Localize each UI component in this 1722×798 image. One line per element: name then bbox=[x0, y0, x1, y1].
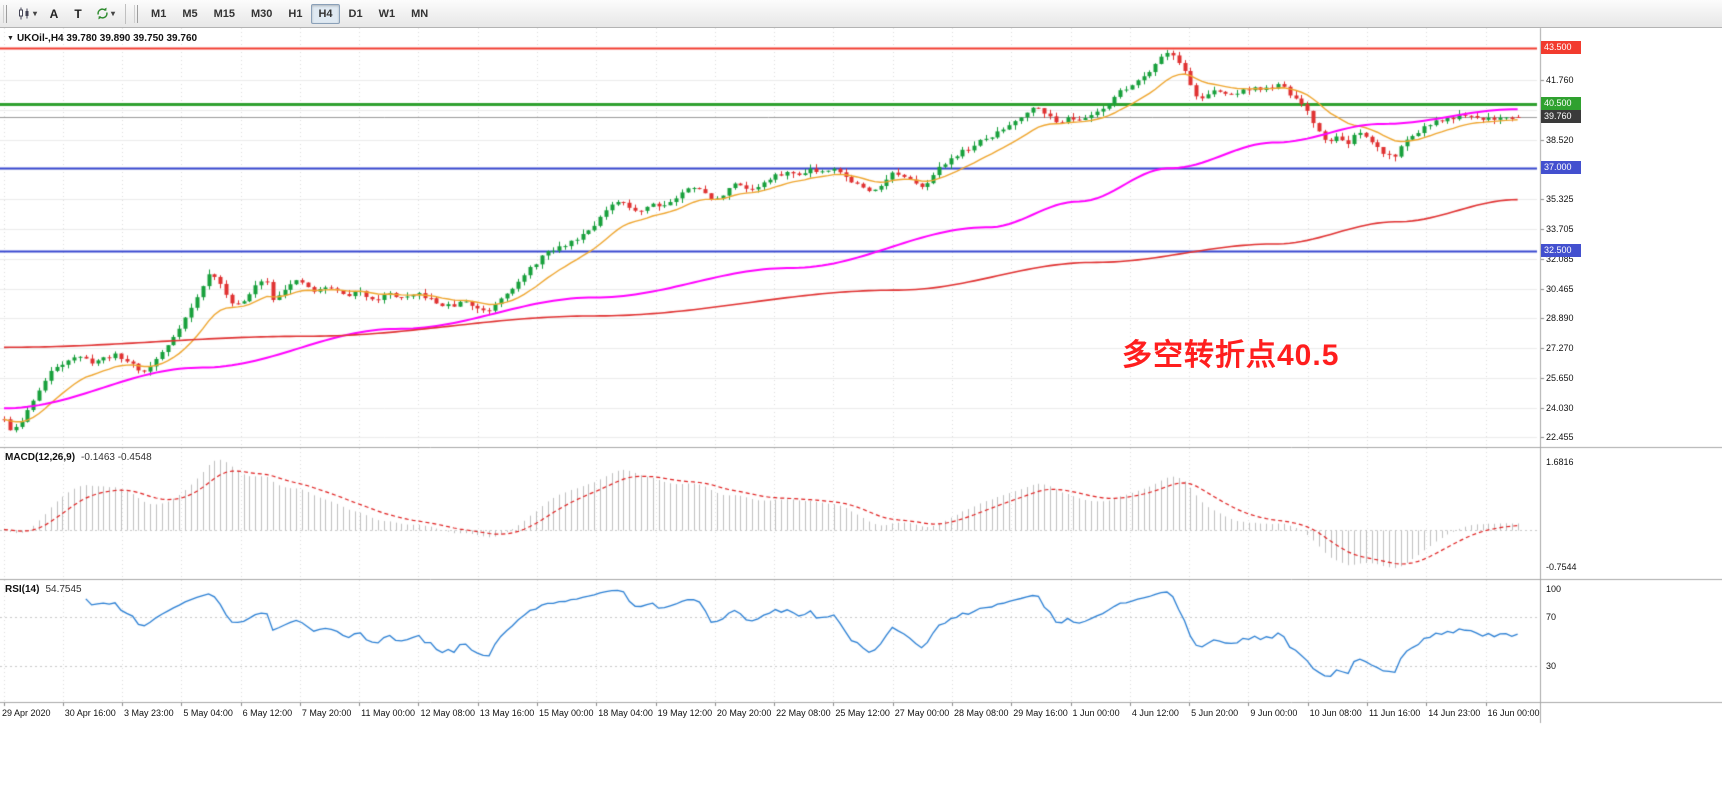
time-tick-label: 11 May 00:00 bbox=[361, 708, 416, 718]
time-tick-label: 7 May 20:00 bbox=[301, 708, 352, 718]
timeframe-button-d1[interactable]: D1 bbox=[348, 7, 363, 20]
toolbar-button-label: A bbox=[49, 6, 59, 21]
price-level-badge-39.760: 39.760 bbox=[1541, 110, 1581, 124]
price-axis[interactable] bbox=[1541, 28, 1601, 703]
ohlc-values: 39.780 39.890 39.750 39.760 bbox=[66, 33, 198, 44]
price-tick-label: 25.650 bbox=[1546, 372, 1574, 383]
time-tick-label: 22 May 08:00 bbox=[776, 708, 831, 718]
macd-indicator-label: MACD(12,26,9) -0.1463 -0.4548 bbox=[5, 452, 152, 463]
price-tick-label: 41.760 bbox=[1546, 75, 1574, 86]
panel-splitter-macd[interactable] bbox=[0, 446, 1722, 450]
rsi-value: 54.7545 bbox=[45, 584, 82, 595]
timeframe-button-m5[interactable]: M5 bbox=[182, 7, 198, 20]
time-tick-label: 27 May 00:00 bbox=[894, 708, 950, 718]
text-tool-button[interactable]: T bbox=[67, 3, 89, 25]
price-level-badge-40.500: 40.500 bbox=[1541, 96, 1581, 110]
price-level-badge-37.000: 37.000 bbox=[1541, 161, 1581, 175]
price-tick-label: 27.270 bbox=[1546, 342, 1574, 353]
time-tick-label: 4 Jun 12:00 bbox=[1131, 708, 1179, 718]
price-tick-label: 33.705 bbox=[1546, 224, 1574, 235]
time-tick-label: 14 Jun 23:00 bbox=[1428, 708, 1481, 718]
time-tick-label: 9 Jun 00:00 bbox=[1250, 708, 1298, 718]
template-button[interactable]: ▾ bbox=[91, 3, 119, 25]
time-tick-label: 5 Jun 20:00 bbox=[1191, 708, 1239, 718]
price-tick-label: 35.325 bbox=[1546, 194, 1574, 205]
rsi-scale-label: 100 bbox=[1546, 584, 1562, 594]
time-tick-label: 12 May 08:00 bbox=[420, 708, 475, 718]
toolbar-grip[interactable] bbox=[3, 4, 7, 23]
time-tick-label: 10 Jun 08:00 bbox=[1309, 708, 1362, 718]
time-tick-label: 30 Apr 16:00 bbox=[64, 708, 116, 718]
time-tick-label: 19 May 12:00 bbox=[657, 708, 713, 718]
rsi-scale-label: 70 bbox=[1546, 612, 1557, 623]
price-level-badge-32.500: 32.500 bbox=[1541, 244, 1581, 258]
toolbar-button-group: ▾ A T ▾ bbox=[12, 3, 120, 25]
chevron-down-icon: ▾ bbox=[33, 9, 38, 18]
time-tick-label: 6 May 12:00 bbox=[242, 708, 293, 718]
object-marker-icon: ▼ bbox=[7, 35, 14, 42]
timeframe-button-w1[interactable]: W1 bbox=[378, 7, 396, 20]
symbol-name: UKOil-,H4 bbox=[16, 33, 64, 44]
macd-scale-min: -0.7544 bbox=[1546, 562, 1577, 572]
time-tick-label: 3 May 23:00 bbox=[124, 708, 174, 718]
time-tick-label: 1 Jun 00:00 bbox=[1072, 708, 1120, 718]
time-tick-label: 29 May 16:00 bbox=[1013, 708, 1068, 718]
toolbar: ▾ A T ▾ M1 M5 M15 M30 H1 H4 D1 W1 MN bbox=[0, 0, 1722, 28]
time-tick-label: 16 Jun 00:00 bbox=[1487, 708, 1540, 718]
time-tick-label: 29 Apr 2020 bbox=[2, 708, 51, 718]
panel-splitter-rsi[interactable] bbox=[0, 578, 1722, 582]
timeframe-button-m15[interactable]: M15 bbox=[213, 7, 235, 20]
rsi-indicator-label: RSI(14) 54.7545 bbox=[5, 584, 82, 595]
macd-values: -0.1463 -0.4548 bbox=[81, 452, 152, 463]
time-tick-label: 18 May 04:00 bbox=[598, 708, 653, 718]
time-axis[interactable] bbox=[0, 703, 1540, 723]
price-tick-label: 28.890 bbox=[1546, 312, 1574, 323]
cursor-a-button[interactable]: A bbox=[43, 3, 65, 25]
price-level-badge-43.500: 43.500 bbox=[1541, 41, 1581, 55]
timeframe-button-h4[interactable]: H4 bbox=[311, 3, 340, 24]
timeframe-button-h1[interactable]: H1 bbox=[288, 7, 303, 20]
timeframe-button-group: M1 M5 M15 M30 H1 H4 D1 W1 MN bbox=[143, 3, 436, 24]
toolbar-button-label: T bbox=[74, 6, 82, 21]
cycle-icon bbox=[95, 6, 110, 21]
toolbar-grip-timeframes[interactable] bbox=[134, 4, 139, 23]
price-tick-label: 30.465 bbox=[1546, 283, 1574, 294]
time-tick-label: 5 May 04:00 bbox=[183, 708, 233, 718]
time-tick-label: 25 May 12:00 bbox=[835, 708, 890, 718]
time-tick-label: 28 May 08:00 bbox=[953, 708, 1009, 718]
rsi-name: RSI(14) bbox=[5, 584, 40, 595]
price-tick-label: 24.030 bbox=[1546, 402, 1574, 413]
timeframe-button-m1[interactable]: M1 bbox=[151, 7, 167, 20]
time-tick-label: 20 May 20:00 bbox=[716, 708, 772, 718]
price-tick-label: 22.455 bbox=[1546, 431, 1574, 442]
macd-name: MACD(12,26,9) bbox=[5, 452, 76, 463]
price-tick-label: 32.085 bbox=[1546, 254, 1574, 264]
timeframe-button-mn[interactable]: MN bbox=[411, 7, 429, 20]
chart-annotation-text[interactable]: 多空转折点40.5 bbox=[1122, 339, 1340, 372]
time-tick-label: 13 May 16:00 bbox=[479, 708, 535, 718]
chart-type-button[interactable]: ▾ bbox=[13, 3, 41, 25]
time-tick-label: 15 May 00:00 bbox=[539, 708, 594, 718]
toolbar-separator bbox=[125, 3, 127, 24]
time-tick-label: 11 Jun 16:00 bbox=[1368, 708, 1421, 718]
rsi-scale-label: 30 bbox=[1546, 660, 1557, 671]
macd-scale-max: 1.6816 bbox=[1546, 457, 1574, 467]
price-tick-label: 38.520 bbox=[1546, 135, 1574, 146]
symbol-ohlc-label: ▼ UKOil-,H4 39.780 39.890 39.750 39.760 bbox=[7, 33, 197, 44]
timeframe-button-m30[interactable]: M30 bbox=[251, 7, 273, 20]
candlestick-icon bbox=[17, 6, 32, 21]
chevron-down-icon: ▾ bbox=[111, 9, 116, 18]
